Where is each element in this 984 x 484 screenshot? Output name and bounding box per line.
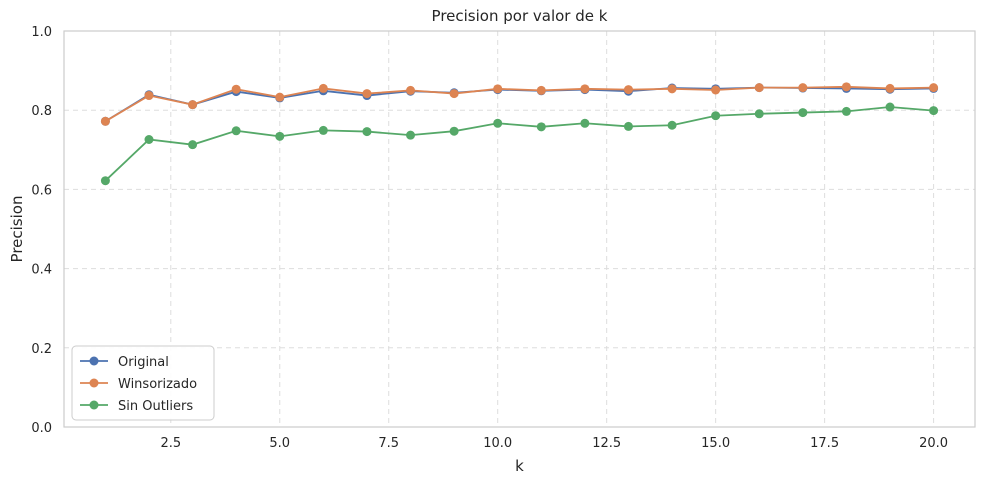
x-tick-label: 12.5	[592, 436, 621, 451]
series-line	[104, 106, 934, 182]
data-point	[406, 85, 416, 95]
legend-label: Sin Outliers	[118, 399, 193, 414]
data-point	[536, 85, 546, 95]
legend-swatch-marker	[89, 356, 99, 366]
y-axis: 0.0 0.2 0.4 0.6 0.8 1.0	[31, 25, 52, 436]
y-tick-label: 0.2	[31, 342, 52, 357]
x-tick-label: 5.0	[269, 436, 290, 451]
data-point	[623, 85, 633, 95]
data-point	[318, 83, 328, 93]
y-axis-label: Precision	[8, 196, 26, 263]
data-point	[841, 106, 851, 116]
data-point	[144, 135, 154, 145]
legend: Original Winsorizado Sin Outliers	[71, 345, 215, 421]
data-point	[929, 106, 939, 116]
data-point	[798, 108, 808, 118]
series-sin-outliers	[100, 102, 939, 186]
data-point	[623, 121, 633, 131]
data-point	[231, 126, 241, 136]
x-axis-label: k	[515, 457, 524, 475]
data-point	[231, 84, 241, 94]
data-point	[144, 91, 154, 101]
x-tick-label: 2.5	[160, 436, 181, 451]
legend-swatch-marker	[89, 400, 99, 410]
data-point	[667, 120, 677, 130]
grid	[64, 31, 975, 427]
data-point	[318, 125, 328, 135]
y-tick-label: 0.4	[31, 263, 52, 278]
legend-item: Sin Outliers	[80, 399, 193, 414]
chart-title: Precision por valor de k	[432, 7, 608, 25]
legend-label: Original	[118, 355, 169, 370]
data-point	[449, 126, 459, 136]
x-tick-label: 20.0	[919, 436, 948, 451]
data-point	[100, 116, 110, 126]
y-tick-label: 0.6	[31, 183, 52, 198]
x-tick-label: 15.0	[701, 436, 730, 451]
x-tick-label: 7.5	[378, 436, 399, 451]
data-point	[188, 100, 198, 110]
data-point	[711, 111, 721, 121]
series-line	[104, 86, 934, 123]
data-point	[100, 176, 110, 186]
data-point	[841, 82, 851, 92]
data-point	[885, 83, 895, 93]
data-point	[754, 83, 764, 93]
x-tick-label: 10.0	[483, 436, 512, 451]
data-point	[275, 131, 285, 141]
data-point	[580, 118, 590, 128]
data-point	[711, 85, 721, 95]
data-point	[667, 84, 677, 94]
x-axis: 2.5 5.0 7.5 10.0 12.5 15.0 17.5 20.0	[160, 436, 948, 451]
x-tick-label: 17.5	[810, 436, 839, 451]
data-point	[493, 118, 503, 128]
legend-swatch-marker	[89, 378, 99, 388]
data-point	[275, 92, 285, 102]
series-winsorizado	[100, 82, 939, 126]
data-point	[580, 84, 590, 94]
data-point	[493, 84, 503, 94]
legend-box	[71, 345, 215, 421]
legend-item: Winsorizado	[80, 377, 197, 392]
data-point	[929, 83, 939, 93]
legend-label: Winsorizado	[118, 377, 197, 392]
plot-area	[63, 30, 976, 428]
data-point	[885, 102, 895, 112]
data-point	[362, 127, 372, 137]
series-lines	[100, 82, 939, 186]
data-point	[406, 130, 416, 140]
data-point	[449, 89, 459, 99]
data-point	[536, 122, 546, 132]
series-line	[104, 85, 934, 123]
data-point	[188, 140, 198, 150]
data-point	[754, 109, 764, 119]
data-point	[798, 83, 808, 93]
legend-item: Original	[80, 355, 169, 370]
y-tick-label: 1.0	[31, 25, 52, 40]
data-point	[362, 89, 372, 99]
y-tick-label: 0.0	[31, 421, 52, 436]
y-tick-label: 0.8	[31, 104, 52, 119]
